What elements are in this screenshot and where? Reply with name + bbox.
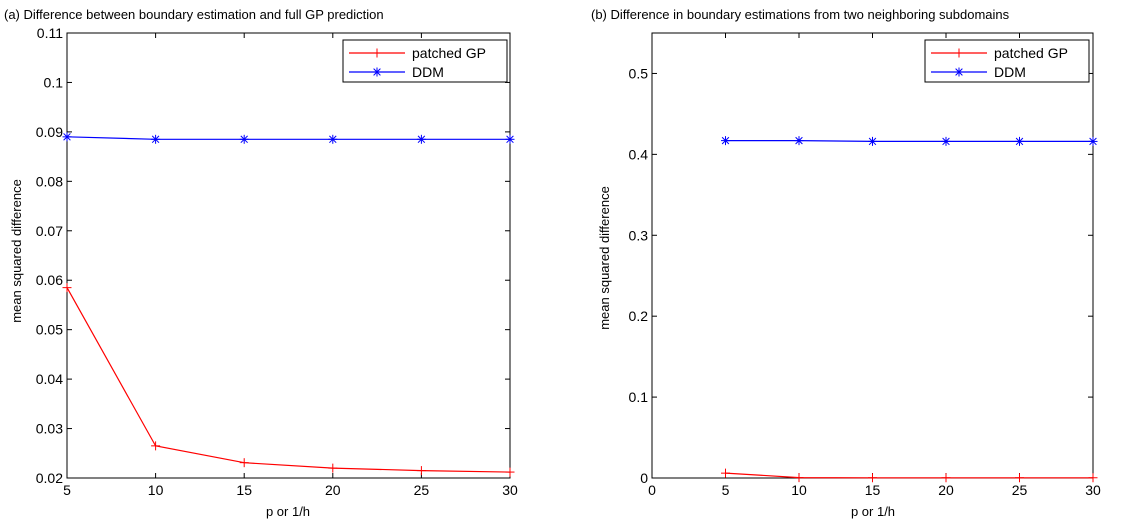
- chart-a-ytick-label-0-07: 0.07: [36, 223, 63, 239]
- chart-b-series-ddm-point-1: [794, 136, 804, 146]
- chart-a-series-ddm-point-5: [505, 134, 515, 144]
- chart-a-ytick-label-0-08: 0.08: [36, 173, 63, 189]
- chart-a-series-ddm-line: [66, 136, 510, 140]
- chart-b: (b) Difference in boundary estimations f…: [591, 7, 1101, 519]
- chart-a-ylabel: mean squared difference: [9, 179, 24, 323]
- chart-b-series-patched-gp-point-3: [941, 473, 951, 483]
- chart-b-series-ddm-point-3: [941, 136, 951, 146]
- chart-b-axes-box: [651, 32, 1094, 479]
- chart-b-series-patched-gp-point-4: [1015, 473, 1024, 483]
- chart-b-series-patched-gp-point-0: [721, 468, 730, 478]
- chart-b-xtick-label-10: 10: [791, 482, 807, 498]
- chart-a-ytick-label-0-11: 0.11: [37, 25, 63, 41]
- chart-a-legend-swatch-ddm: [349, 67, 405, 77]
- chart-b-legend-label-ddm: DDM: [994, 64, 1026, 80]
- chart-a-xtick-label-30: 30: [502, 482, 518, 498]
- chart-a-legend-label-patched-gp: patched GP: [412, 45, 486, 61]
- chart-a: (a) Difference between boundary estimati…: [4, 7, 518, 519]
- chart-a-legend-label-ddm: DDM: [412, 64, 444, 80]
- chart-b-legend: patched GP DDM: [924, 39, 1090, 83]
- chart-b-xlabel: p or 1/h: [851, 504, 895, 519]
- chart-a-plot-area: 5 10 15 20 25 30 0.02 0.03 0.04 0.05 0.06 0.07 0.08 0…: [36, 25, 518, 498]
- chart-b-xtick-label-5: 5: [722, 482, 730, 498]
- chart-b-legend-swatch-ddm: [931, 67, 987, 77]
- chart-a-legend-box: [342, 39, 508, 83]
- chart-a-series-patched-gp-point-4: [416, 466, 426, 476]
- chart-b-xtick-label-30: 30: [1085, 482, 1101, 498]
- chart-a-title: (a) Difference between boundary estimati…: [4, 7, 384, 22]
- chart-b-series-ddm-point-4: [1015, 136, 1024, 146]
- chart-b-xtick-label-25: 25: [1012, 482, 1028, 498]
- chart-a-series-patched-gp-point-3: [328, 463, 338, 473]
- chart-a-axes-box: [66, 32, 511, 479]
- chart-b-series-patched-gp-point-5: [1088, 473, 1098, 483]
- chart-a-ytick-label-0-03: 0.03: [36, 421, 63, 437]
- chart-b-legend-label-patched-gp: patched GP: [994, 45, 1068, 61]
- chart-a-series-ddm-point-4: [416, 134, 426, 144]
- chart-a-xtick-label-5: 5: [63, 482, 71, 498]
- chart-a-series-patched-gp-line: [66, 287, 511, 473]
- chart-a-series-patched-gp-point-0: [62, 283, 72, 293]
- chart-b-ytick-label-0: 0: [640, 470, 648, 486]
- chart-a-ytick-label-0-09: 0.09: [36, 124, 63, 140]
- chart-a-ytick-label-0-06: 0.06: [36, 272, 63, 288]
- chart-b-series-ddm-line: [725, 140, 1093, 142]
- chart-b-ytick-label-0-3: 0.3: [629, 227, 649, 243]
- chart-a-legend-swatch-patched-gp: [349, 48, 405, 58]
- chart-a-series-patched-gp-point-5: [505, 467, 515, 477]
- chart-b-series-patched-gp-point-2: [868, 473, 877, 483]
- chart-b-legend-box: [924, 39, 1090, 83]
- chart-a-xlabel: p or 1/h: [266, 504, 310, 519]
- chart-b-series-patched-gp-point-1: [794, 473, 804, 483]
- chart-a-series-ddm-point-2: [239, 134, 249, 144]
- chart-b-ytick-label-0-2: 0.2: [629, 308, 649, 324]
- chart-b-plot-area: 0 5 10 15 20 25 30 0 0.1 0.2 0.3 0.4 0.5: [629, 32, 1101, 498]
- chart-a-series-ddm-point-1: [151, 134, 161, 144]
- chart-b-ytick-label-0-4: 0.4: [629, 146, 649, 162]
- chart-b-title: (b) Difference in boundary estimations f…: [591, 7, 1010, 22]
- chart-b-ylabel: mean squared difference: [597, 186, 612, 330]
- chart-a-ytick-label-0-1: 0.1: [44, 74, 64, 90]
- chart-b-xtick-label-20: 20: [938, 482, 954, 498]
- chart-b-xtick-label-0: 0: [648, 482, 656, 498]
- chart-b-series-ddm-point-5: [1088, 136, 1098, 146]
- chart-b-ytick-label-0-5: 0.5: [629, 65, 649, 81]
- chart-a-ytick-label-0-04: 0.04: [36, 371, 63, 387]
- chart-a-xtick-label-20: 20: [325, 482, 341, 498]
- chart-b-ytick-label-0-1: 0.1: [629, 389, 649, 405]
- chart-b-series-ddm-point-0: [721, 136, 730, 146]
- chart-b-series-ddm-point-2: [868, 136, 877, 146]
- chart-b-legend-swatch-patched-gp: [931, 48, 987, 58]
- chart-a-ytick-label-0-02: 0.02: [36, 470, 63, 486]
- chart-a-xtick-label-10: 10: [148, 482, 164, 498]
- chart-b-xtick-label-15: 15: [865, 482, 881, 498]
- chart-a-ytick-label-0-05: 0.05: [36, 322, 63, 338]
- chart-a-series-patched-gp-point-2: [239, 458, 249, 468]
- chart-a-xtick-label-15: 15: [236, 482, 252, 498]
- chart-a-series-ddm-point-0: [62, 132, 72, 142]
- chart-b-series-patched-gp-line: [725, 472, 1093, 479]
- chart-a-legend: patched GP DDM: [342, 39, 508, 83]
- chart-a-series-ddm-point-3: [328, 134, 338, 144]
- chart-a-xtick-label-25: 25: [414, 482, 430, 498]
- chart-a-series-patched-gp-point-1: [151, 441, 161, 451]
